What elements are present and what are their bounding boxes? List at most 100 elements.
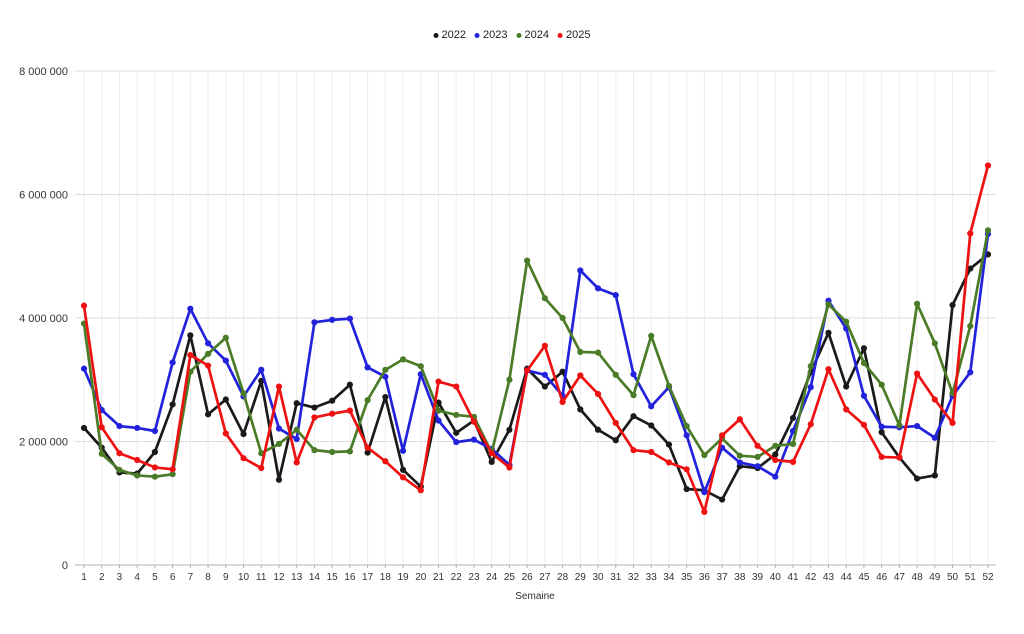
data-point-2023-w38 [736, 459, 743, 466]
x-tick-label: 7 [188, 572, 194, 583]
legend-label: 2024 [524, 29, 549, 41]
data-point-2025-w4 [134, 456, 141, 464]
data-point-2024-w25 [506, 376, 513, 383]
data-point-2025-w33 [648, 448, 655, 456]
data-point-2023-w14 [311, 319, 318, 326]
data-point-2022-w35 [683, 485, 690, 493]
x-tick-label: 31 [610, 572, 622, 583]
legend-dot-icon [433, 32, 439, 38]
data-point-2023-w12 [275, 425, 283, 432]
data-point-2022-w18 [382, 393, 389, 401]
legend-dot-icon [475, 32, 481, 38]
data-point-2024-w49 [931, 340, 938, 347]
x-tick-label: 51 [965, 572, 977, 583]
legend-label: 2023 [483, 29, 508, 41]
data-point-2022-w14 [311, 404, 318, 411]
data-point-2025-w32 [630, 447, 637, 454]
x-tick-label: 41 [787, 572, 799, 583]
data-point-2023-w35 [683, 432, 690, 439]
data-point-2023-w17 [364, 364, 371, 371]
data-point-2025-w35 [683, 466, 690, 473]
series-line-2023 [82, 232, 990, 494]
data-point-2025-w24 [488, 450, 495, 457]
data-point-2023-w42 [807, 384, 814, 391]
data-point-2022-w50 [949, 301, 956, 309]
data-point-2024-w51 [967, 322, 974, 330]
data-point-2024-w8 [204, 350, 212, 357]
data-point-2023-w33 [648, 403, 655, 410]
series-line-2022 [82, 253, 990, 501]
data-point-2023-w21 [435, 417, 442, 424]
data-point-2023-w49 [931, 434, 938, 441]
data-point-2023-w7 [187, 305, 194, 312]
y-tick-label: 4 000 000 [19, 313, 68, 325]
data-point-2022-w45 [860, 345, 868, 352]
x-tick-label: 16 [344, 572, 356, 583]
y-tick-label: 8 000 000 [19, 66, 68, 78]
data-point-2024-w18 [382, 366, 389, 373]
data-point-2025-w5 [151, 464, 159, 471]
data-point-2023-w19 [399, 447, 407, 454]
data-point-2024-w9 [222, 334, 229, 341]
data-point-2025-w38 [736, 416, 743, 423]
data-point-2025-w9 [222, 430, 229, 437]
data-point-2024-w22 [453, 411, 460, 419]
data-point-2024-w52 [984, 227, 992, 234]
data-point-2024-w32 [630, 392, 637, 399]
data-point-2023-w16 [346, 315, 353, 322]
data-point-2022-w29 [577, 406, 584, 413]
x-tick-label: 6 [170, 572, 176, 583]
data-point-2025-w22 [453, 383, 460, 390]
x-axis-title: Semaine [515, 591, 555, 602]
legend-label: 2022 [441, 29, 467, 41]
x-tick-label: 13 [291, 572, 303, 583]
x-tick-label: 17 [362, 572, 374, 583]
data-point-2024-w10 [240, 390, 247, 397]
data-point-2025-w2 [98, 424, 105, 431]
x-tick-label: 34 [663, 572, 675, 583]
data-point-2022-w31 [612, 437, 619, 444]
x-tick-label: 9 [223, 572, 229, 583]
data-point-2025-w44 [843, 406, 850, 413]
data-point-2023-w22 [453, 439, 460, 446]
data-point-2024-w34 [665, 382, 673, 390]
x-tick-label: 3 [117, 572, 123, 583]
legend-item-2022: 2022 [433, 29, 467, 41]
x-tick-label: 19 [397, 572, 409, 583]
legend-dot-icon [516, 32, 522, 38]
data-point-2024-w35 [683, 422, 690, 430]
data-point-2022-w22 [453, 429, 460, 436]
data-point-2024-w46 [878, 381, 885, 388]
data-point-2025-w49 [931, 396, 938, 403]
data-point-2024-w4 [134, 472, 141, 479]
data-point-2024-w21 [435, 407, 442, 414]
data-point-2022-w37 [719, 496, 726, 503]
data-point-2022-w30 [594, 426, 602, 433]
data-point-2022-w51 [967, 265, 974, 272]
data-point-2022-w7 [187, 332, 194, 339]
data-point-2025-w19 [399, 474, 407, 481]
data-point-2025-w28 [559, 398, 566, 406]
data-point-2024-w48 [913, 300, 921, 307]
data-point-2024-w29 [577, 348, 584, 356]
x-tick-label: 44 [841, 572, 853, 583]
x-tick-label: 32 [628, 572, 640, 583]
data-point-2024-w15 [329, 448, 336, 456]
data-point-2024-w5 [151, 473, 159, 480]
data-point-2024-w39 [754, 453, 761, 461]
data-point-2024-w42 [807, 363, 814, 370]
data-point-2025-w12 [275, 383, 283, 390]
legend-label: 2025 [565, 29, 591, 41]
data-point-2024-w27 [541, 295, 548, 302]
data-point-2022-w46 [878, 429, 885, 436]
data-point-2025-w34 [665, 459, 673, 466]
legend-item-2025: 2025 [557, 29, 591, 41]
data-point-2024-w44 [843, 318, 850, 325]
data-point-2023-w1 [80, 365, 88, 372]
x-tick-label: 36 [699, 572, 711, 583]
x-tick-label: 15 [327, 572, 339, 583]
data-point-2024-w40 [772, 442, 779, 449]
data-point-2024-w43 [825, 301, 832, 308]
data-point-2023-w39 [754, 463, 761, 470]
data-point-2022-w32 [630, 413, 637, 420]
